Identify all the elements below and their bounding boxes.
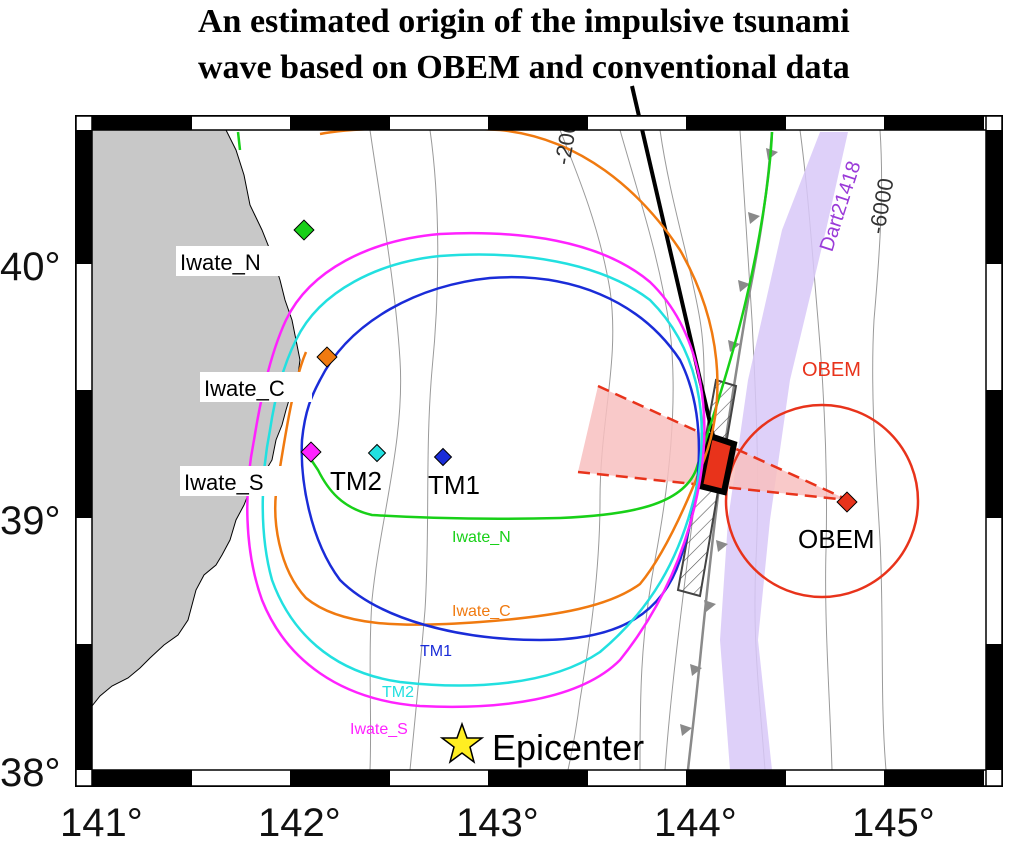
label-bg-iwate-c — [200, 372, 312, 402]
label-bg-iwate-n — [176, 246, 290, 276]
contour-label-iwate-n: Iwate_N — [452, 529, 511, 546]
contour-label-iwate-s: Iwate_S — [350, 721, 408, 738]
contour-iwate-n — [236, 131, 774, 521]
x-axis-labels: 141° 142° 143° 144° 145° — [60, 801, 935, 845]
contour-label-obem: OBEM — [802, 359, 861, 381]
contour-tm2 — [261, 253, 704, 687]
contour-tm1 — [300, 276, 701, 642]
x-tick-label: 141° — [60, 801, 143, 845]
station-marker-iwate-n — [293, 219, 315, 241]
dart-band — [720, 132, 848, 770]
station-label-iwate-s: Iwate_S — [184, 470, 264, 495]
y-tick-label: 40° — [0, 245, 61, 289]
y-axis-labels: 40° 39° 38° — [0, 245, 61, 795]
x-tick-label: 145° — [852, 801, 935, 845]
epicenter-star-icon — [439, 721, 485, 764]
epicenter-label: Epicenter — [492, 727, 644, 768]
contour-iwate-s — [246, 231, 706, 709]
station-marker-iwate-c — [316, 346, 338, 368]
station-label-iwate-n: Iwate_N — [180, 250, 261, 275]
map-frame — [75, 115, 1003, 787]
obem-circle — [724, 403, 920, 599]
contour-label-tm2: TM2 — [382, 684, 414, 701]
map-area: -200 -6000 Dart21418 Iwate_N Iwate_C Iwa… — [75, 85, 1003, 787]
label-bg-iwate-s — [180, 466, 292, 496]
y-tick-label: 38° — [0, 751, 61, 795]
x-tick-label: 144° — [654, 801, 737, 845]
x-tick-label: 143° — [456, 801, 539, 845]
station-label-obem: OBEM — [798, 524, 875, 554]
title-line-2: wave based on OBEM and conventional data — [198, 49, 850, 86]
y-tick-label: 39° — [0, 499, 61, 543]
station-marker-obem — [836, 491, 858, 513]
station-marker-tm2 — [367, 443, 387, 463]
contour-label-tm1: TM1 — [420, 643, 452, 660]
x-tick-label: 142° — [258, 801, 341, 845]
station-label-tm2: TM2 — [330, 466, 382, 496]
title-line-1: An estimated origin of the impulsive tsu… — [198, 3, 850, 40]
station-label-iwate-c: Iwate_C — [204, 376, 285, 401]
station-marker-tm1 — [433, 447, 453, 467]
contour-iwate-c — [274, 126, 719, 627]
station-marker-iwate-s — [300, 441, 322, 463]
contour-label-iwate-c: Iwate_C — [452, 603, 511, 620]
station-label-tm1: TM1 — [428, 470, 480, 500]
